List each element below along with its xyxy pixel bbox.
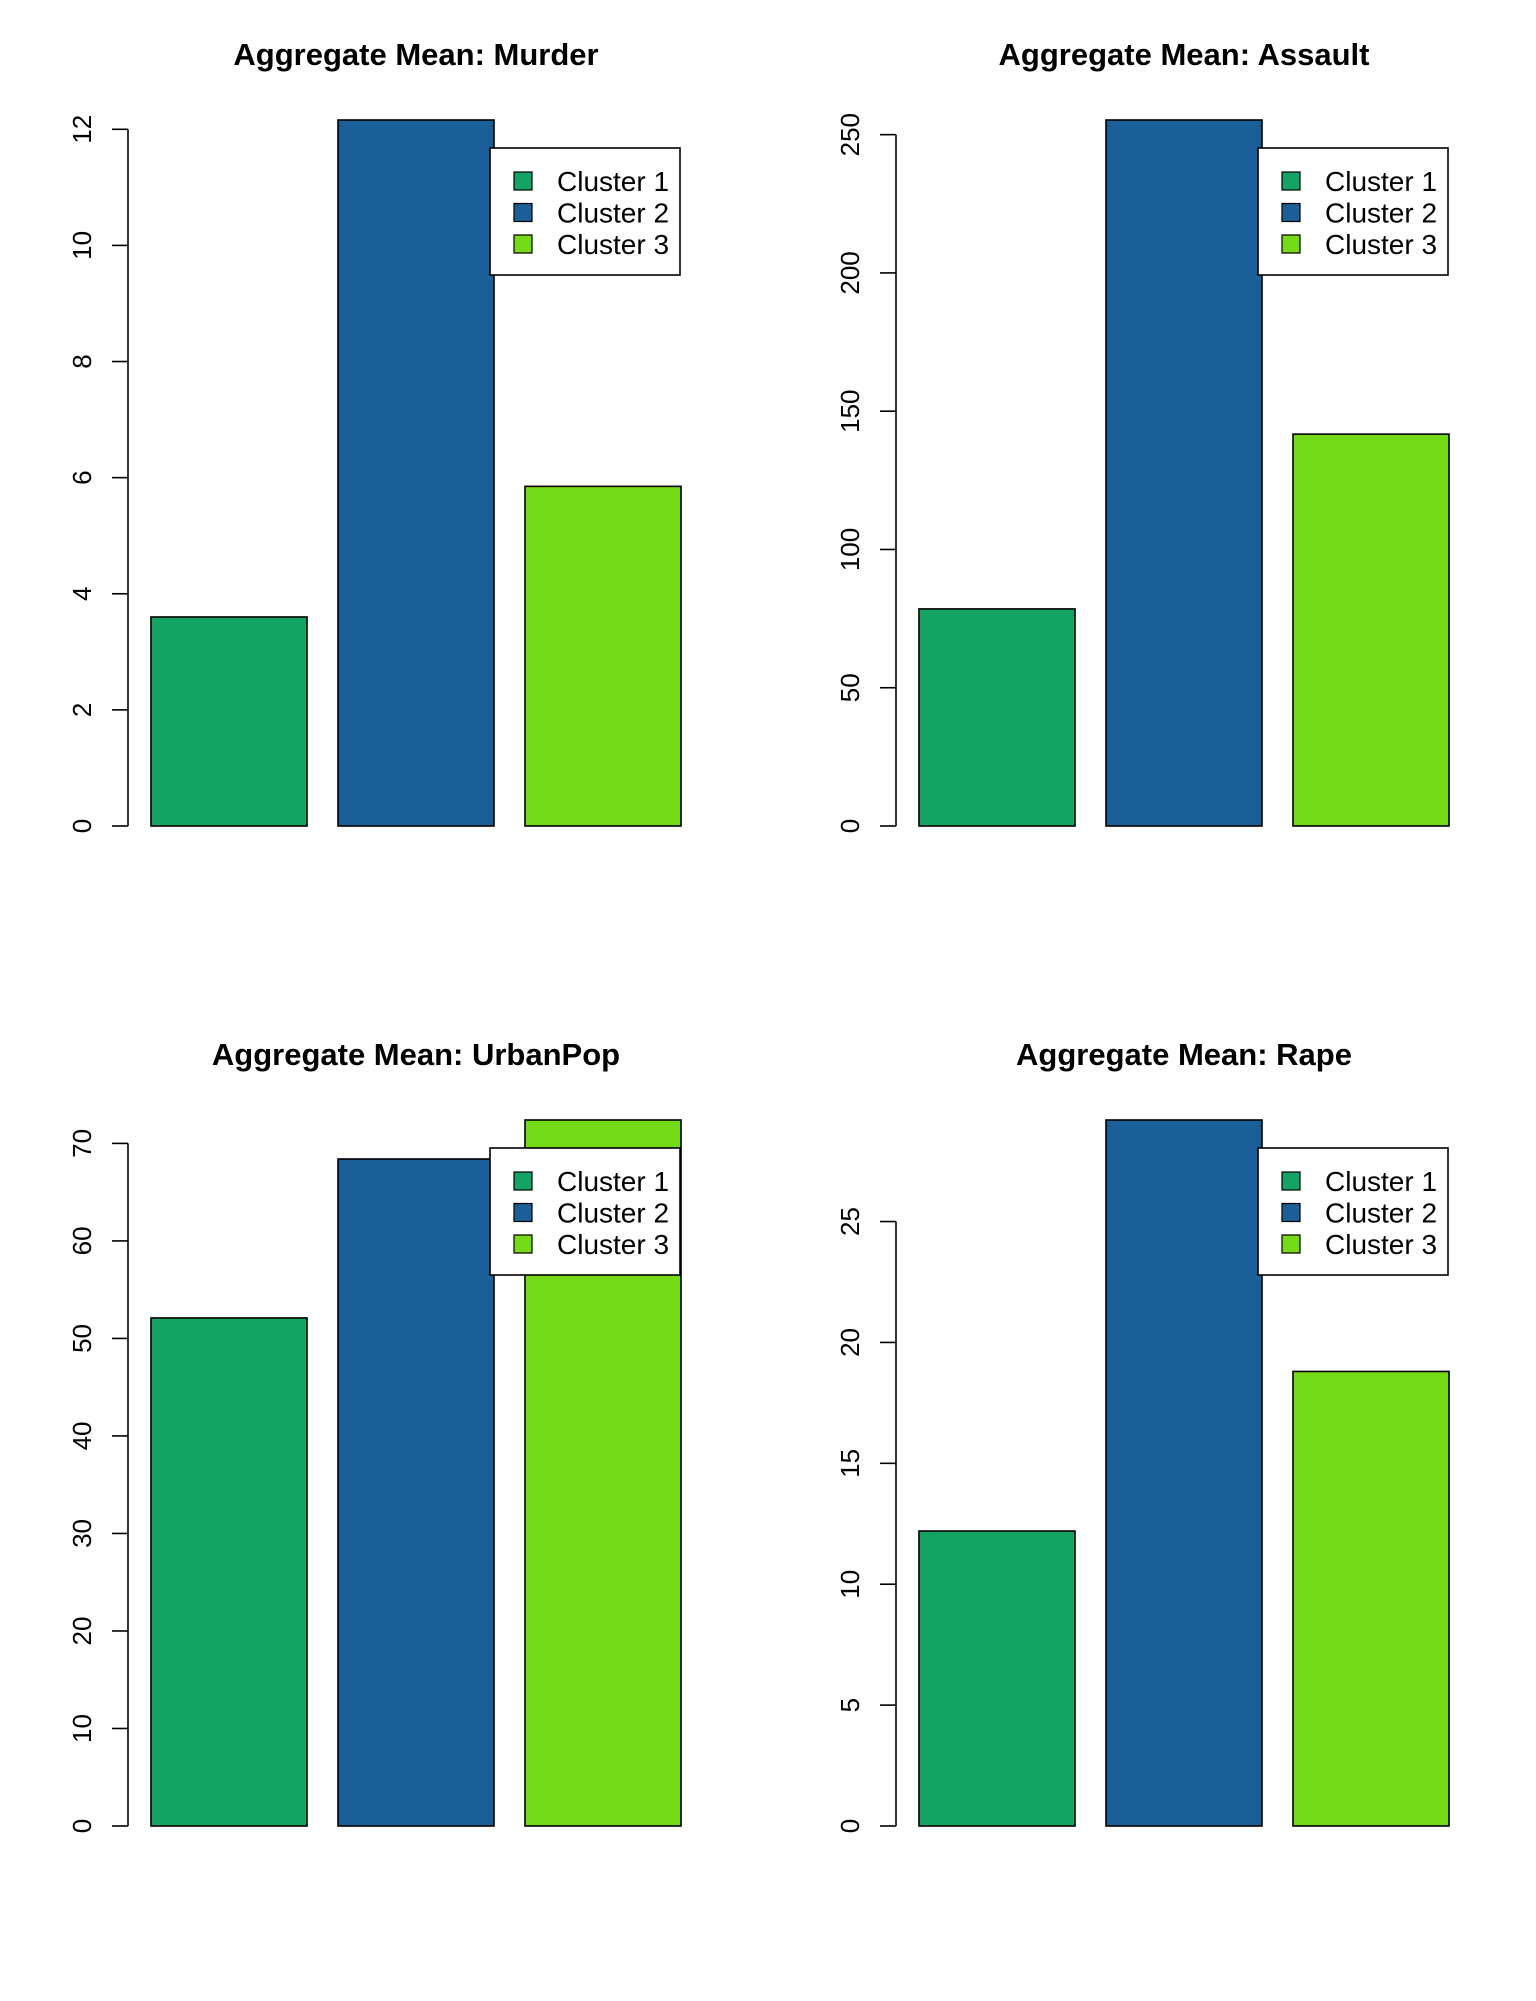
y-tick-label: 20	[67, 1617, 97, 1646]
legend-swatch-3	[513, 1234, 533, 1254]
legend-label-3: Cluster 3	[557, 229, 669, 260]
legend-swatch-3	[1281, 234, 1301, 254]
bar-1	[150, 1317, 308, 1827]
y-tick-label: 2	[67, 703, 97, 717]
legend-label-1: Cluster 1	[557, 166, 669, 197]
legend-swatch-2	[513, 202, 533, 223]
bar-2	[1105, 119, 1263, 827]
legend-label-3: Cluster 3	[557, 1229, 669, 1260]
legend-swatch-1	[513, 171, 533, 191]
y-tick-label: 100	[835, 528, 865, 571]
y-tick-label: 50	[835, 673, 865, 702]
chart-panel-3: Aggregate Mean: UrbanPop 0 10 20 30 40 50 60 70 C…	[67, 1037, 682, 1833]
legend-label-1: Cluster 1	[1325, 1166, 1437, 1197]
bar-3	[1292, 433, 1450, 827]
bar-2	[337, 119, 495, 827]
y-tick-label: 150	[835, 389, 865, 432]
y-tick-label: 40	[67, 1421, 97, 1450]
chart-title: Aggregate Mean: Rape	[1016, 1037, 1352, 1072]
y-tick-label: 6	[67, 470, 97, 484]
legend-swatch-1	[1281, 1171, 1301, 1191]
bar-2	[337, 1158, 495, 1827]
legend-swatch-2	[513, 1202, 533, 1223]
legend-swatch-1	[1281, 171, 1301, 191]
bar-1	[918, 1530, 1076, 1827]
chart-title: Aggregate Mean: Murder	[233, 37, 598, 72]
y-tick-label: 30	[67, 1519, 97, 1548]
y-tick-label: 20	[835, 1328, 865, 1357]
y-tick-label: 250	[835, 113, 865, 156]
legend-label-1: Cluster 1	[1325, 166, 1437, 197]
y-tick-label: 0	[835, 819, 865, 833]
y-tick-label: 60	[67, 1226, 97, 1255]
y-tick-label: 10	[67, 231, 97, 260]
legend-label-2: Cluster 2	[557, 198, 669, 229]
y-tick-label: 0	[67, 1819, 97, 1833]
chart-title: Aggregate Mean: Assault	[999, 37, 1370, 72]
y-tick-label: 25	[835, 1207, 865, 1236]
legend-swatch-2	[1281, 1202, 1301, 1223]
y-tick-label: 5	[835, 1698, 865, 1712]
bar-2	[1105, 1119, 1263, 1827]
y-tick-label: 8	[67, 354, 97, 368]
y-tick-label: 50	[67, 1324, 97, 1353]
chart-panel-2: Aggregate Mean: Assault 0 50 100 150 200 250 Cl…	[835, 37, 1450, 833]
y-tick-label: 10	[67, 1714, 97, 1743]
legend-label-3: Cluster 3	[1325, 1229, 1437, 1260]
legend-swatch-1	[513, 1171, 533, 1191]
y-tick-label: 200	[835, 251, 865, 294]
bar-1	[918, 608, 1076, 827]
bar-1	[150, 616, 308, 827]
legend-swatch-2	[1281, 202, 1301, 223]
y-tick-label: 0	[67, 819, 97, 833]
legend-swatch-3	[513, 234, 533, 254]
bar-3	[1292, 1370, 1450, 1827]
y-tick-label: 4	[67, 587, 97, 601]
legend-label-2: Cluster 2	[1325, 198, 1437, 229]
y-tick-label: 15	[835, 1449, 865, 1478]
legend-swatch-3	[1281, 1234, 1301, 1254]
y-tick-label: 12	[67, 115, 97, 144]
chart-panel-1: Aggregate Mean: Murder 0 2 4 6 8 10 12 Cluster 1…	[67, 37, 682, 833]
chart-title: Aggregate Mean: UrbanPop	[212, 1037, 620, 1072]
legend-label-2: Cluster 2	[557, 1198, 669, 1229]
y-tick-label: 0	[835, 1819, 865, 1833]
legend-label-1: Cluster 1	[557, 1166, 669, 1197]
bar-3	[524, 485, 682, 827]
y-tick-label: 10	[835, 1570, 865, 1599]
y-tick-label: 70	[67, 1129, 97, 1158]
legend-label-2: Cluster 2	[1325, 1198, 1437, 1229]
legend-label-3: Cluster 3	[1325, 229, 1437, 260]
